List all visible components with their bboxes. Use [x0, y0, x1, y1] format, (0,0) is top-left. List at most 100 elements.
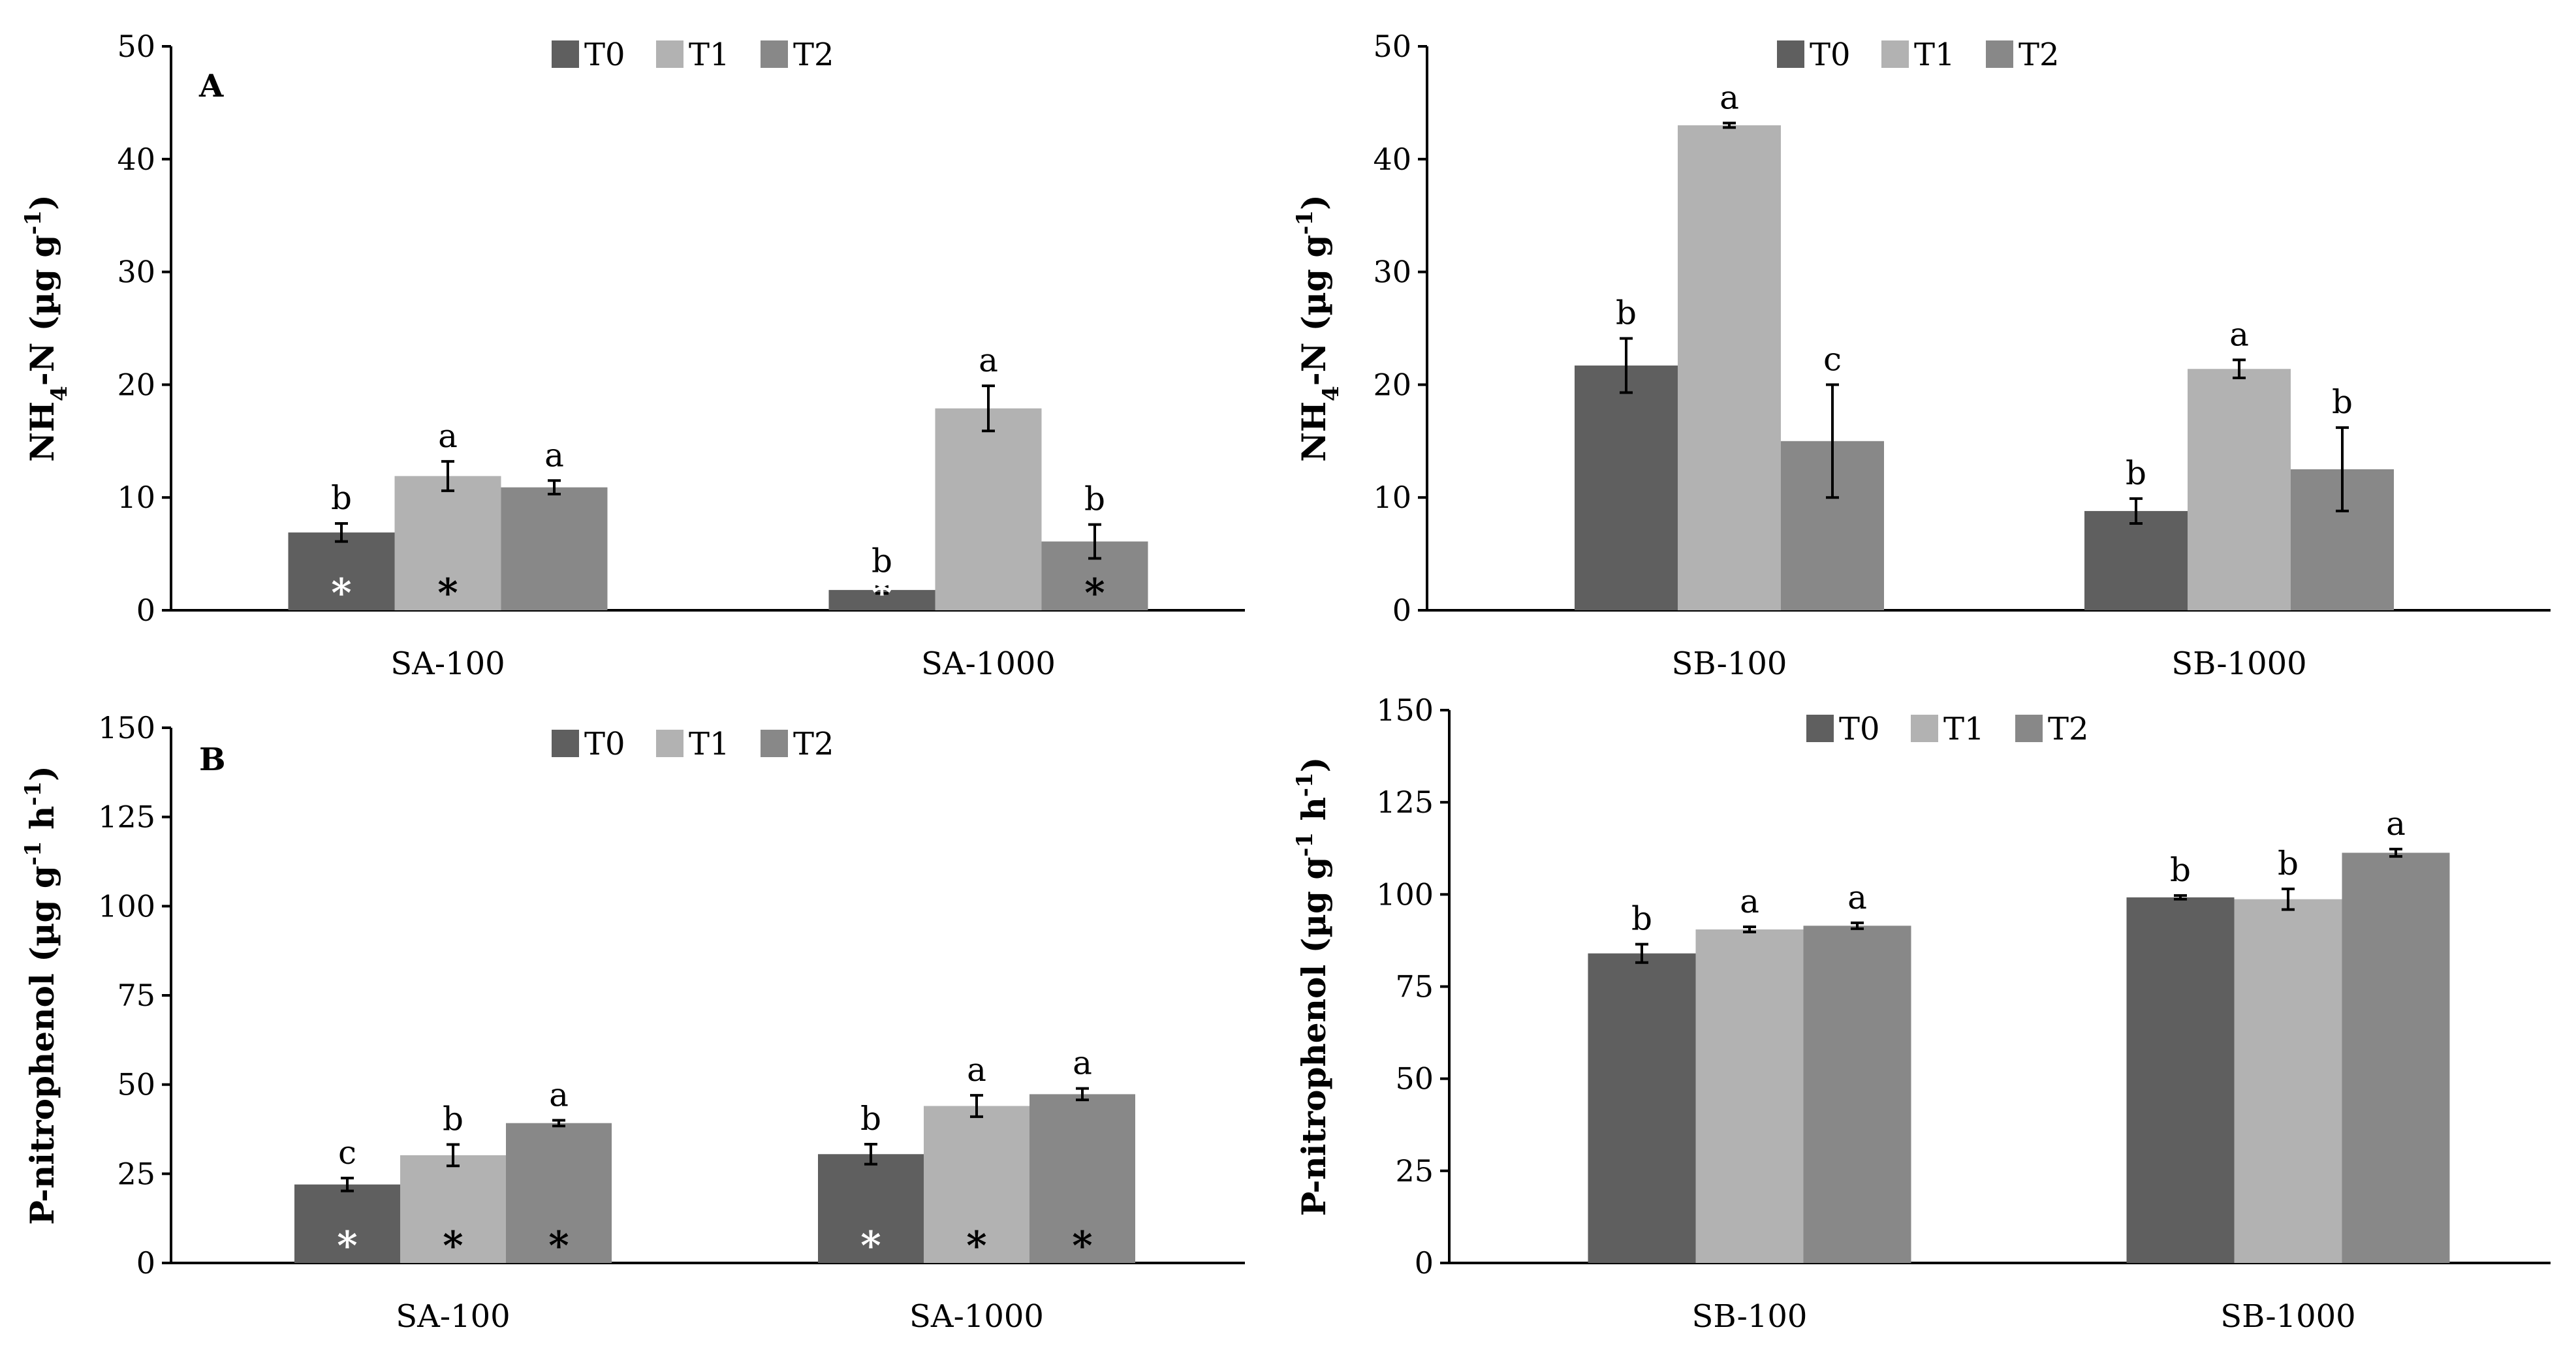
- significance-star: *: [337, 1223, 357, 1269]
- x-category-label: SA-100: [390, 646, 505, 682]
- bar-t2-sa-100: [506, 1123, 612, 1263]
- y-tick-label: 50: [1395, 1061, 1434, 1097]
- legend-swatch-t2: [1986, 40, 2013, 68]
- x-category-label: SA-1000: [921, 646, 1056, 682]
- bar-t1-sb-1000: [2234, 899, 2342, 1263]
- x-category-label: SA-1000: [909, 1298, 1044, 1335]
- bar-t0-sa-1000: [818, 1154, 924, 1263]
- y-tick-label: 25: [1395, 1153, 1434, 1189]
- legend-label-t2: T2: [793, 37, 834, 73]
- legend-swatch-t0: [1806, 715, 1834, 742]
- legend-label-t1: T1: [689, 37, 730, 73]
- y-tick-label: 10: [1373, 480, 1411, 515]
- significance-star: *: [872, 570, 892, 616]
- legend-label-t1: T1: [1914, 37, 1955, 73]
- significance-star: *: [331, 570, 351, 616]
- significance-letter: c: [1823, 340, 1842, 378]
- significance-star: *: [966, 1223, 986, 1269]
- y-tick-label: 100: [98, 888, 155, 924]
- significance-letter: b: [331, 479, 352, 517]
- legend-label-t0: T0: [1810, 37, 1851, 73]
- x-category-label: SB-100: [1692, 1298, 1808, 1335]
- x-category-label: SB-1000: [2171, 646, 2306, 682]
- significance-star: *: [437, 570, 458, 616]
- significance-letter: a: [2229, 315, 2249, 353]
- y-tick-label: 75: [1395, 969, 1434, 1005]
- y-tick-label: 150: [1376, 693, 1434, 728]
- y-tick-label: 40: [117, 142, 155, 177]
- significance-letter: a: [438, 417, 458, 455]
- y-tick-label: 25: [117, 1156, 155, 1191]
- significance-star: *: [1084, 570, 1105, 616]
- legend-label-t2: T2: [793, 726, 834, 762]
- significance-star: *: [548, 1223, 569, 1269]
- legend-swatch-t2: [761, 730, 788, 757]
- significance-letter: c: [338, 1134, 356, 1172]
- bar-t0-sb-100: [1575, 366, 1678, 610]
- bar-t1-sb-100: [1678, 125, 1781, 610]
- y-tick-label: 50: [117, 1067, 155, 1102]
- significance-star: *: [443, 1223, 463, 1269]
- significance-letter: a: [544, 436, 564, 474]
- legend-swatch-t2: [2015, 715, 2043, 742]
- legend-swatch-t0: [1777, 40, 1804, 68]
- chart-panel-2: 0 10 20 30 40 50 NH4-N (µg g-1) b a c SB-100 b a b SB-…: [1292, 29, 2551, 682]
- bar-t0-sa-100: [288, 532, 395, 610]
- legend-swatch-t1: [1881, 40, 1909, 68]
- legend-label-t1: T1: [689, 726, 730, 762]
- significance-letter: b: [872, 542, 892, 580]
- significance-letter: a: [1720, 79, 1739, 117]
- significance-star: *: [1072, 1223, 1092, 1269]
- significance-letter: b: [860, 1100, 881, 1138]
- y-axis-title: NH4-N (µg g-1): [1292, 195, 1344, 462]
- significance-letter: b: [2278, 845, 2299, 882]
- x-category-label: SB-100: [1672, 646, 1787, 682]
- bar-t1-sb-100: [1695, 929, 1804, 1263]
- y-tick-label: 0: [136, 1245, 155, 1281]
- legend-swatch-t0: [552, 730, 579, 757]
- y-tick-label: 40: [1373, 142, 1411, 177]
- y-tick-label: 30: [1373, 255, 1411, 290]
- bar-t0-sb-1000: [2084, 510, 2188, 610]
- y-tick-label: 150: [98, 710, 155, 745]
- y-tick-label: 125: [98, 800, 155, 835]
- bar-t2-sb-100: [1803, 926, 1911, 1263]
- y-tick-label: 20: [1373, 367, 1411, 402]
- y-tick-label: 0: [1415, 1245, 1434, 1281]
- significance-letter: b: [1084, 480, 1105, 518]
- legend-label-t1: T1: [1943, 711, 1985, 747]
- y-tick-label: 50: [1373, 29, 1411, 64]
- significance-letter: b: [2332, 383, 2353, 421]
- y-tick-label: 75: [117, 978, 155, 1013]
- y-tick-label: 50: [117, 29, 155, 64]
- significance-letter: b: [2126, 454, 2146, 492]
- significance-letter: a: [549, 1076, 569, 1114]
- y-axis-title: NH4-N (µg g-1): [20, 195, 72, 462]
- y-axis-title: P-nitrophenol (µg g-1 h-1): [20, 766, 61, 1225]
- y-axis-title: P-nitrophenol (µg g-1 h-1): [1292, 757, 1333, 1217]
- legend-label-t2: T2: [2048, 711, 2089, 747]
- bar-t2-sa-1000: [1029, 1094, 1135, 1263]
- significance-letter: a: [979, 341, 998, 379]
- bar-t1-sa-1000: [935, 408, 1042, 610]
- legend-swatch-t1: [1911, 715, 1938, 742]
- significance-letter: b: [1631, 900, 1652, 938]
- bar-t0-sb-100: [1588, 953, 1696, 1263]
- legend-swatch-t1: [656, 40, 683, 68]
- panel-label: B: [199, 741, 226, 778]
- significance-letter: a: [967, 1051, 986, 1089]
- legend-swatch-t2: [761, 40, 788, 68]
- y-tick-label: 0: [136, 593, 155, 628]
- bar-t1-sb-1000: [2188, 369, 2291, 610]
- significance-letter: a: [1073, 1044, 1092, 1082]
- bar-t1-sa-100: [394, 476, 501, 610]
- bar-t0-sb-1000: [2126, 897, 2235, 1263]
- significance-letter: b: [1616, 294, 1637, 332]
- legend-label-t0: T0: [1839, 711, 1880, 747]
- bar-t0-sa-100: [294, 1184, 400, 1263]
- legend-label-t0: T0: [584, 726, 625, 762]
- x-category-label: SA-100: [396, 1298, 510, 1335]
- chart-panel-3: 0 25 50 75 100 125 150 P-nitrophenol (µg g-1 h-…: [20, 710, 1245, 1335]
